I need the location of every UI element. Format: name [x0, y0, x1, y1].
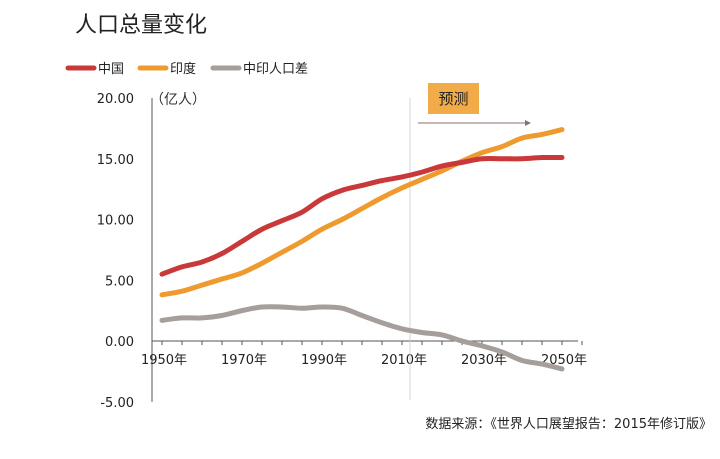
forecast-label: 预测	[438, 90, 468, 108]
legend-label: 中国	[98, 62, 124, 77]
forecast-arrowhead	[525, 120, 531, 126]
legend-label: 印度	[170, 61, 196, 77]
legend: 中国 印度 中印人口差	[65, 61, 308, 77]
y-tick-label: 10.00	[97, 214, 134, 229]
series-line-2	[159, 304, 565, 372]
chart-title: 人口总量变化	[75, 13, 207, 38]
y-tick-label: 20.00	[97, 92, 134, 107]
y-tick-label: 15.00	[97, 153, 134, 168]
forecast-box	[428, 83, 479, 114]
series-line-1	[159, 127, 565, 298]
y-tick-label: -5.00	[100, 396, 134, 411]
x-tick-label: 2030年	[461, 353, 507, 368]
x-tick-label: 1950年	[141, 353, 187, 368]
series-line-0	[159, 154, 565, 277]
source-note: 数据来源：《世界人口展望报告：2015年修订版》	[425, 416, 712, 432]
legend-label: 中印人口差	[243, 62, 308, 77]
x-tick-label: 1970年	[221, 353, 267, 368]
y-axis-label: （亿人）	[150, 92, 206, 108]
y-tick-label: 5.00	[105, 274, 134, 289]
x-tick-label: 1990年	[301, 353, 347, 368]
x-tick-label: 2010年	[381, 353, 427, 368]
y-tick-label: 0.00	[105, 335, 134, 350]
